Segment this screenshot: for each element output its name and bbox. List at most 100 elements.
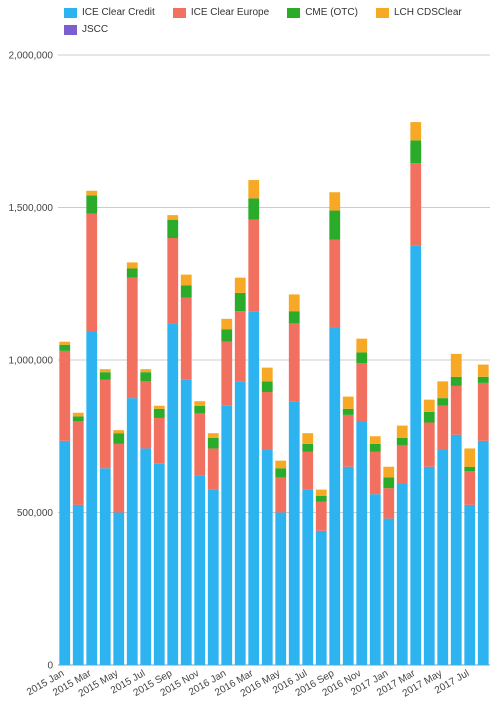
bar-segment[interactable]	[180, 379, 192, 665]
legend-item-lch-cdsclear[interactable]: LCH CDSClear	[375, 7, 462, 18]
bar-segment[interactable]	[450, 353, 462, 377]
bar-segment[interactable]	[221, 318, 233, 330]
bar-segment[interactable]	[72, 421, 84, 505]
bar-segment[interactable]	[234, 277, 246, 293]
bar-segment[interactable]	[167, 238, 179, 324]
bar-segment[interactable]	[261, 381, 273, 393]
bar-segment[interactable]	[180, 285, 192, 298]
bar-segment[interactable]	[153, 408, 165, 418]
bar-segment[interactable]	[86, 195, 98, 214]
bar-segment[interactable]	[86, 331, 98, 665]
bar-segment[interactable]	[275, 460, 287, 469]
bar-segment[interactable]	[248, 198, 260, 220]
legend-item-ice-clear-credit[interactable]: ICE Clear Credit	[64, 7, 155, 18]
bar-segment[interactable]	[126, 268, 138, 278]
bar-segment[interactable]	[86, 213, 98, 332]
bar-segment[interactable]	[464, 504, 476, 666]
bar-segment[interactable]	[72, 504, 84, 666]
bar-segment[interactable]	[207, 448, 219, 490]
legend-item-jscc[interactable]: JSCC	[64, 24, 108, 35]
bar-segment[interactable]	[99, 372, 111, 380]
bar-segment[interactable]	[153, 417, 165, 464]
bar-segment[interactable]	[342, 466, 354, 665]
bar-segment[interactable]	[410, 163, 422, 246]
bar-segment[interactable]	[140, 369, 152, 373]
bar-segment[interactable]	[248, 219, 260, 312]
bar-segment[interactable]	[180, 274, 192, 286]
bar-segment[interactable]	[369, 443, 381, 452]
bar-segment[interactable]	[356, 421, 368, 665]
bar-segment[interactable]	[167, 323, 179, 665]
bar-segment[interactable]	[261, 449, 273, 665]
bar-segment[interactable]	[315, 489, 327, 496]
bar-segment[interactable]	[369, 494, 381, 665]
bar-segment[interactable]	[329, 210, 341, 240]
bar-segment[interactable]	[369, 451, 381, 495]
bar-segment[interactable]	[59, 341, 71, 345]
bar-segment[interactable]	[477, 364, 489, 377]
bar-segment[interactable]	[86, 190, 98, 196]
bar-segment[interactable]	[410, 140, 422, 164]
bar-segment[interactable]	[275, 477, 287, 513]
bar-segment[interactable]	[261, 392, 273, 450]
bar-segment[interactable]	[396, 425, 408, 438]
bar-segment[interactable]	[207, 489, 219, 666]
legend-item-cme-otc[interactable]: CME (OTC)	[287, 7, 358, 18]
bar-segment[interactable]	[342, 396, 354, 409]
bar-segment[interactable]	[180, 297, 192, 380]
bar-segment[interactable]	[329, 239, 341, 328]
bar-segment[interactable]	[450, 385, 462, 435]
bar-segment[interactable]	[383, 477, 395, 489]
bar-segment[interactable]	[396, 445, 408, 484]
bar-segment[interactable]	[234, 292, 246, 312]
bar-segment[interactable]	[356, 363, 368, 421]
bar-segment[interactable]	[113, 433, 125, 444]
bar-segment[interactable]	[329, 327, 341, 665]
bar-segment[interactable]	[477, 376, 489, 383]
bar-segment[interactable]	[423, 422, 435, 467]
bar-segment[interactable]	[437, 405, 449, 450]
bar-segment[interactable]	[464, 471, 476, 505]
bar-segment[interactable]	[302, 451, 314, 490]
bar-segment[interactable]	[221, 405, 233, 665]
bar-segment[interactable]	[288, 401, 300, 665]
bar-segment[interactable]	[207, 437, 219, 449]
bar-segment[interactable]	[450, 434, 462, 665]
bar-segment[interactable]	[477, 440, 489, 665]
bar-segment[interactable]	[207, 433, 219, 438]
bar-segment[interactable]	[59, 350, 71, 441]
bar-segment[interactable]	[369, 436, 381, 444]
bar-segment[interactable]	[99, 379, 111, 469]
bar-segment[interactable]	[140, 381, 152, 449]
bar-segment[interactable]	[194, 401, 206, 406]
bar-segment[interactable]	[167, 215, 179, 220]
bar-segment[interactable]	[423, 399, 435, 412]
bar-segment[interactable]	[315, 501, 327, 531]
legend-item-ice-clear-europe[interactable]: ICE Clear Europe	[172, 7, 269, 18]
bar-segment[interactable]	[302, 489, 314, 666]
bar-segment[interactable]	[126, 262, 138, 269]
bar-segment[interactable]	[275, 512, 287, 666]
bar-segment[interactable]	[221, 329, 233, 342]
bar-segment[interactable]	[248, 311, 260, 665]
bar-segment[interactable]	[99, 468, 111, 665]
bar-segment[interactable]	[113, 443, 125, 513]
bar-segment[interactable]	[383, 488, 395, 519]
bar-segment[interactable]	[234, 381, 246, 665]
bar-segment[interactable]	[437, 381, 449, 399]
bar-segment[interactable]	[342, 408, 354, 415]
bar-segment[interactable]	[464, 466, 476, 472]
bar-segment[interactable]	[383, 466, 395, 478]
bar-segment[interactable]	[153, 463, 165, 665]
bar-segment[interactable]	[153, 405, 165, 409]
bar-segment[interactable]	[167, 219, 179, 238]
bar-segment[interactable]	[450, 376, 462, 386]
bar-segment[interactable]	[410, 122, 422, 141]
bar-segment[interactable]	[464, 448, 476, 467]
bar-segment[interactable]	[302, 433, 314, 444]
bar-segment[interactable]	[59, 344, 71, 351]
bar-segment[interactable]	[59, 440, 71, 665]
bar-segment[interactable]	[437, 449, 449, 665]
bar-segment[interactable]	[477, 382, 489, 441]
bar-segment[interactable]	[248, 180, 260, 199]
